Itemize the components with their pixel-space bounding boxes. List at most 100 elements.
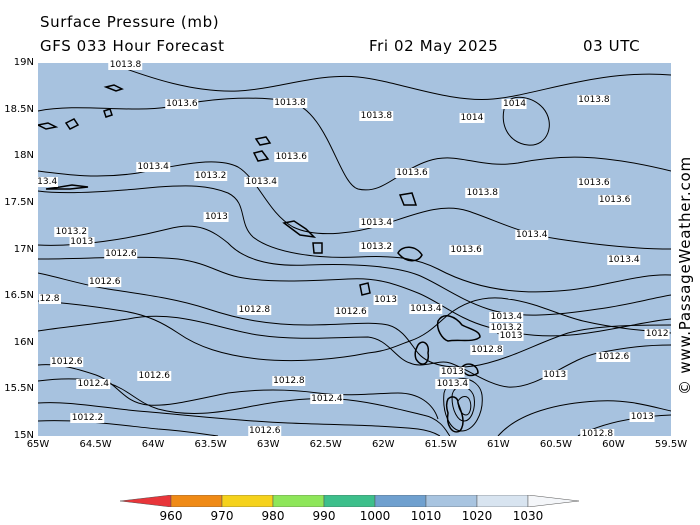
isobar-label: 1012.8 bbox=[237, 305, 272, 316]
isobar-label: 1013.2 bbox=[54, 226, 89, 237]
forecast-subtitle: GFS 033 Hour Forecast bbox=[40, 37, 225, 55]
isobar-label: 1013.6 bbox=[449, 245, 483, 256]
isobar-label: 1012.6 bbox=[88, 277, 122, 288]
isobar-line bbox=[38, 402, 441, 436]
colorbar-label: 980 bbox=[261, 509, 285, 523]
longitude-label: 60.5W bbox=[539, 439, 572, 450]
latitude-label: 16.5N bbox=[4, 290, 34, 302]
isobar-line bbox=[38, 272, 671, 368]
longitude-label: 60W bbox=[602, 439, 625, 450]
longitude-label: 65W bbox=[26, 439, 50, 450]
latitude-label: 15.5N bbox=[4, 383, 34, 395]
colorbar-label: 970 bbox=[210, 509, 234, 523]
isobar-line bbox=[38, 256, 671, 337]
credit-text: © www.PassageWeather.com bbox=[676, 156, 694, 395]
isobar-label: 1013.8 bbox=[273, 98, 307, 109]
isobar-lines bbox=[38, 64, 671, 436]
latitude-label: 17.5N bbox=[4, 196, 34, 208]
isobar-label: 1013.8 bbox=[108, 59, 143, 70]
isobar-label: 1012.6 bbox=[596, 351, 631, 362]
isobar-label: 1012.6 bbox=[137, 371, 171, 382]
isobar-label: 1013.8 bbox=[577, 95, 611, 106]
isobar-label: 1013.6 bbox=[165, 99, 199, 110]
isobar-line bbox=[451, 386, 475, 422]
isobar-label: 1013.6 bbox=[577, 178, 611, 189]
isobar-line bbox=[38, 364, 439, 420]
island-outline bbox=[436, 315, 481, 342]
isobar-label: 1012.2 bbox=[70, 413, 105, 424]
colorbar-label: 1010 bbox=[410, 509, 442, 523]
isobar-label: 1013.4 bbox=[409, 304, 443, 315]
isobar-label: 1012.6 bbox=[247, 426, 282, 437]
isobar-label: 1013.6 bbox=[395, 168, 429, 179]
colorbar-label: 990 bbox=[312, 509, 336, 523]
colorbar-segment bbox=[374, 495, 427, 507]
isobar-label: 1013.4 bbox=[514, 229, 549, 240]
longitude-label: 63W bbox=[256, 439, 280, 450]
longitude-label: 62.5W bbox=[309, 439, 342, 450]
island-outline bbox=[103, 108, 113, 118]
isobar-label: 1012.4 bbox=[310, 393, 344, 404]
colorbar-segment bbox=[120, 495, 172, 507]
isobar-label: 13.4 bbox=[36, 177, 59, 188]
latitude-label: 17N bbox=[13, 243, 34, 255]
isobar-line bbox=[38, 161, 671, 250]
forecast-time: 03 UTC bbox=[583, 37, 641, 55]
isobar-line bbox=[38, 315, 671, 388]
colorbar-segment bbox=[170, 495, 223, 507]
forecast-date: Fri 02 May 2025 bbox=[369, 37, 499, 55]
colorbar bbox=[120, 495, 580, 507]
isobar-line bbox=[38, 297, 671, 362]
isobar-line bbox=[457, 396, 472, 416]
island-outline bbox=[64, 118, 80, 130]
isobar-label: 1013.4 bbox=[435, 378, 470, 389]
isobar-label: 1013.4 bbox=[607, 254, 641, 265]
latitude-label: 16N bbox=[13, 336, 34, 348]
isobar-label: 1013.6 bbox=[597, 195, 632, 206]
isobar-label: 1013 bbox=[69, 237, 95, 248]
latitude-label: 18.5N bbox=[4, 103, 34, 115]
colorbar-segment bbox=[323, 495, 376, 507]
latitude-label: 18N bbox=[13, 150, 34, 162]
colorbar-label: 960 bbox=[159, 509, 183, 523]
colorbar-label: 1000 bbox=[359, 509, 391, 523]
isobar-label: 1013.4 bbox=[489, 311, 524, 322]
isobar-label: 1013 bbox=[498, 331, 524, 342]
colorbar-segment bbox=[476, 495, 529, 507]
colorbar-segment bbox=[425, 495, 478, 507]
colorbar-label: 1020 bbox=[461, 509, 493, 523]
isobar-label: 1012.8 bbox=[272, 375, 306, 386]
longitude-label: 63.5W bbox=[194, 439, 227, 450]
island-outline bbox=[359, 282, 371, 296]
isobar-label: 1013.4 bbox=[244, 177, 279, 188]
isobar-label: 1012.8 bbox=[470, 345, 504, 356]
island-outlines bbox=[38, 84, 502, 433]
latitude-label: 19N bbox=[13, 57, 34, 68]
isobar-label: 1013.6 bbox=[274, 152, 308, 163]
isobar-line bbox=[497, 400, 671, 436]
isobar-label: 12.8 bbox=[38, 293, 61, 304]
island-outline bbox=[38, 122, 59, 130]
island-outline bbox=[312, 242, 323, 254]
isobar-label: 1013.8 bbox=[465, 187, 499, 198]
isobar-label: 1012.6 bbox=[50, 357, 84, 368]
isobar-line bbox=[38, 225, 671, 316]
isobar-label: 1012.6 bbox=[334, 306, 368, 317]
isobar-label: 1013 bbox=[203, 211, 229, 222]
isobar-line bbox=[502, 96, 550, 146]
colorbar-segment bbox=[527, 495, 580, 507]
isobar-label: 1013.2 bbox=[193, 170, 228, 181]
colorbar-segment bbox=[272, 495, 325, 507]
isobar-label: 1013 bbox=[373, 294, 399, 305]
isobar-label: 1012 bbox=[644, 329, 670, 340]
island-outline bbox=[397, 246, 423, 262]
isobar-label: 1013.2 bbox=[489, 322, 524, 333]
isobar-label: 1012.6 bbox=[104, 249, 138, 260]
isobar-label: 1012.4 bbox=[76, 378, 110, 389]
island-outline bbox=[414, 341, 430, 365]
longitude-label: 61.5W bbox=[424, 439, 457, 450]
island-outline bbox=[252, 150, 270, 162]
isobar-label: 1013 bbox=[542, 370, 568, 381]
island-outline bbox=[103, 84, 124, 92]
colorbar-segment bbox=[221, 495, 274, 507]
